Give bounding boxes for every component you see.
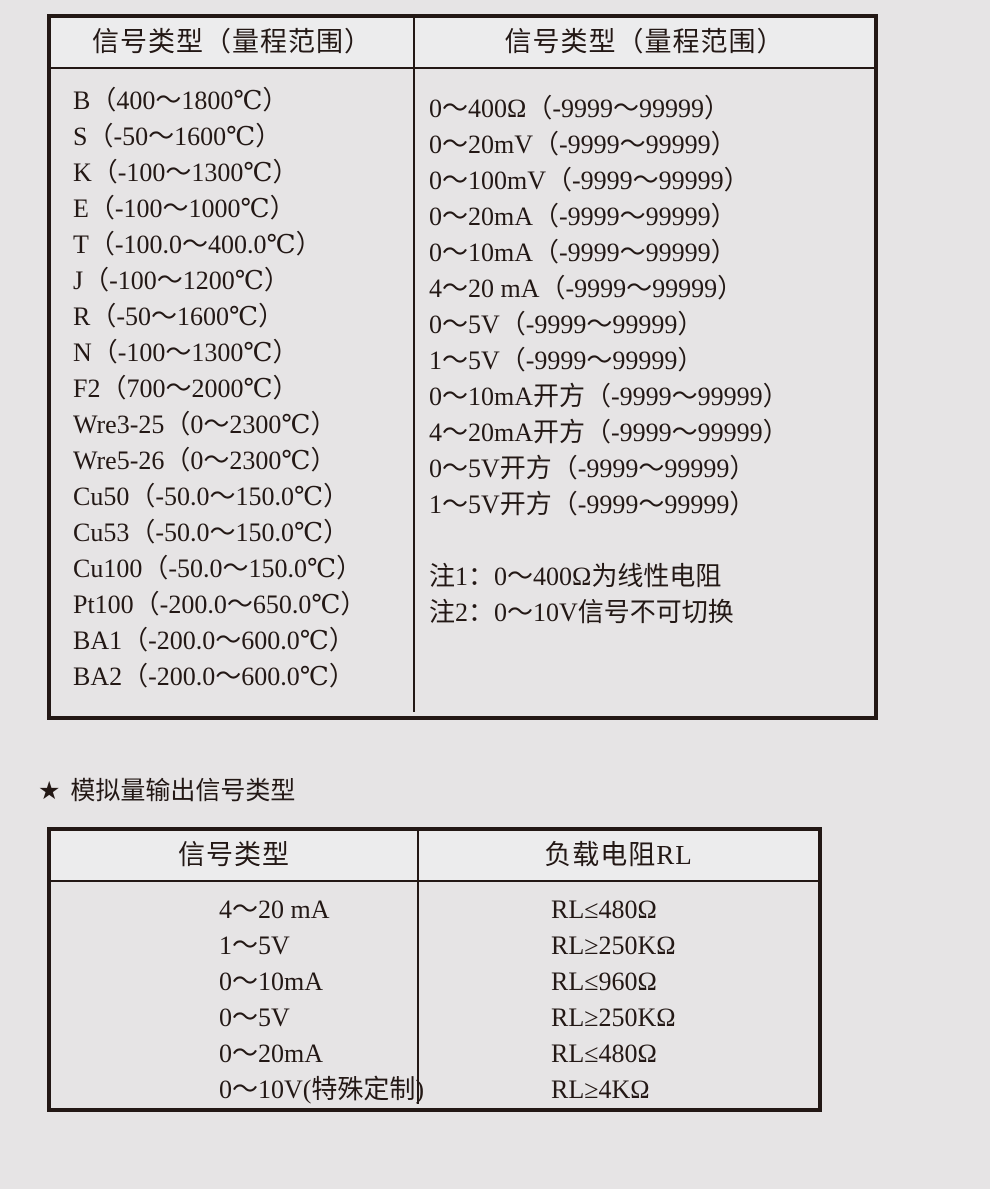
signal-range-right-column: 0～400Ω（-9999～99999） 0～20mV（-9999～99999） … — [415, 69, 874, 712]
note-1: 注1：0～400Ω为线性电阻 — [429, 562, 722, 591]
output-signal-list: 4～20 mA 1～5V 0～10mA 0～5V 0～20mA 0～10V(特殊… — [51, 882, 425, 1108]
table-row: 1～5V — [219, 931, 290, 960]
list-item: 4～20 mA（-9999～99999） — [429, 274, 744, 303]
list-item: 0～400Ω（-9999～99999） — [429, 94, 730, 123]
load-resistance-header-signal-type: 信号类型 — [51, 831, 419, 880]
analog-output-heading: ★ 模拟量输出信号类型 — [38, 775, 295, 807]
table-row: 0～10mA — [219, 967, 324, 996]
table-row: RL≥250KΩ — [551, 931, 676, 960]
load-resistance-table-body: 4～20 mA 1～5V 0～10mA 0～5V 0～20mA 0～10V(特殊… — [51, 882, 818, 1104]
list-item: Pt100（-200.0～650.0℃） — [73, 590, 367, 619]
list-item: 0～5V（-9999～99999） — [429, 310, 704, 339]
table-row: RL≥4KΩ — [551, 1075, 650, 1104]
list-item: B（400～1800℃） — [73, 86, 289, 115]
table-row: 0～10V(特殊定制) — [219, 1075, 425, 1104]
list-item: Wre5-26（0～2300℃） — [73, 446, 337, 475]
thermocouple-list: B（400～1800℃） S（-50～1600℃） K（-100～1300℃） … — [51, 69, 413, 695]
table-row: RL≤960Ω — [551, 967, 657, 996]
list-item: S（-50～1600℃） — [73, 122, 282, 151]
load-resistance-header-load: 负载电阻RL — [544, 840, 693, 870]
list-item: 0～10mA开方（-9999～99999） — [429, 382, 789, 411]
list-item: 0～20mV（-9999～99999） — [429, 130, 737, 159]
table-row: RL≥250KΩ — [551, 1003, 676, 1032]
note-2: 注2：0～10V信号不可切换 — [429, 598, 734, 627]
load-resistance-value-column: RL≤480Ω RL≥250KΩ RL≤960Ω RL≥250KΩ RL≤480… — [419, 882, 818, 1104]
signal-range-header-left: 信号类型（量程范围） — [51, 18, 415, 67]
table-row: RL≤480Ω — [551, 1039, 657, 1068]
list-item: N（-100～1300℃） — [73, 338, 299, 367]
load-resistance-table: 信号类型 负载电阻RL 4～20 mA 1～5V 0～10mA 0～5V 0～2… — [47, 827, 822, 1112]
load-resistance-table-header-row: 信号类型 负载电阻RL — [51, 831, 818, 882]
list-item: BA2（-200.0～600.0℃） — [73, 662, 355, 691]
signal-range-notes: 注1：0～400Ω为线性电阻 注2：0～10V信号不可切换 — [415, 523, 874, 631]
list-item: 1～5V开方（-9999～99999） — [429, 490, 756, 519]
analog-signal-list: 0～400Ω（-9999～99999） 0～20mV（-9999～99999） … — [415, 69, 874, 523]
list-item: J（-100～1200℃） — [73, 266, 290, 295]
list-item: T（-100.0～400.0℃） — [73, 230, 322, 259]
list-item: F2（700～2000℃） — [73, 374, 299, 403]
list-item: 1～5V（-9999～99999） — [429, 346, 704, 375]
signal-range-table-body: B（400～1800℃） S（-50～1600℃） K（-100～1300℃） … — [51, 69, 874, 712]
signal-range-header-right: 信号类型（量程范围） — [504, 27, 785, 57]
list-item: K（-100～1300℃） — [73, 158, 299, 187]
table-row: 0～20mA — [219, 1039, 324, 1068]
load-resistance-signal-column: 4～20 mA 1～5V 0～10mA 0～5V 0～20mA 0～10V(特殊… — [51, 882, 424, 1104]
signal-range-table: 信号类型（量程范围） 信号类型（量程范围） B（400～1800℃） S（-50… — [47, 14, 878, 720]
signal-range-left-column: B（400～1800℃） S（-50～1600℃） K（-100～1300℃） … — [51, 69, 415, 712]
star-icon: ★ — [38, 777, 61, 805]
list-item: 0～10mA（-9999～99999） — [429, 238, 737, 267]
analog-output-heading-label: 模拟量输出信号类型 — [70, 777, 296, 805]
list-item: 0～5V开方（-9999～99999） — [429, 454, 756, 483]
list-item: 0～20mA（-9999～99999） — [429, 202, 737, 231]
list-item: E（-100～1000℃） — [73, 194, 296, 223]
list-item: 0～100mV（-9999～99999） — [429, 166, 750, 195]
table-row: 4～20 mA — [219, 895, 330, 924]
load-resistance-list: RL≤480Ω RL≥250KΩ RL≤960Ω RL≥250KΩ RL≤480… — [419, 882, 818, 1108]
table-row: RL≤480Ω — [551, 895, 657, 924]
list-item: 4～20mA开方（-9999～99999） — [429, 418, 789, 447]
list-item: Cu50（-50.0～150.0℃） — [73, 482, 350, 511]
list-item: Cu53（-50.0～150.0℃） — [73, 518, 350, 547]
signal-range-table-header-row: 信号类型（量程范围） 信号类型（量程范围） — [51, 18, 874, 69]
table-row: 0～5V — [219, 1003, 290, 1032]
list-item: Cu100（-50.0～150.0℃） — [73, 554, 363, 583]
list-item: Wre3-25（0～2300℃） — [73, 410, 337, 439]
list-item: BA1（-200.0～600.0℃） — [73, 626, 355, 655]
list-item: R（-50～1600℃） — [73, 302, 285, 331]
